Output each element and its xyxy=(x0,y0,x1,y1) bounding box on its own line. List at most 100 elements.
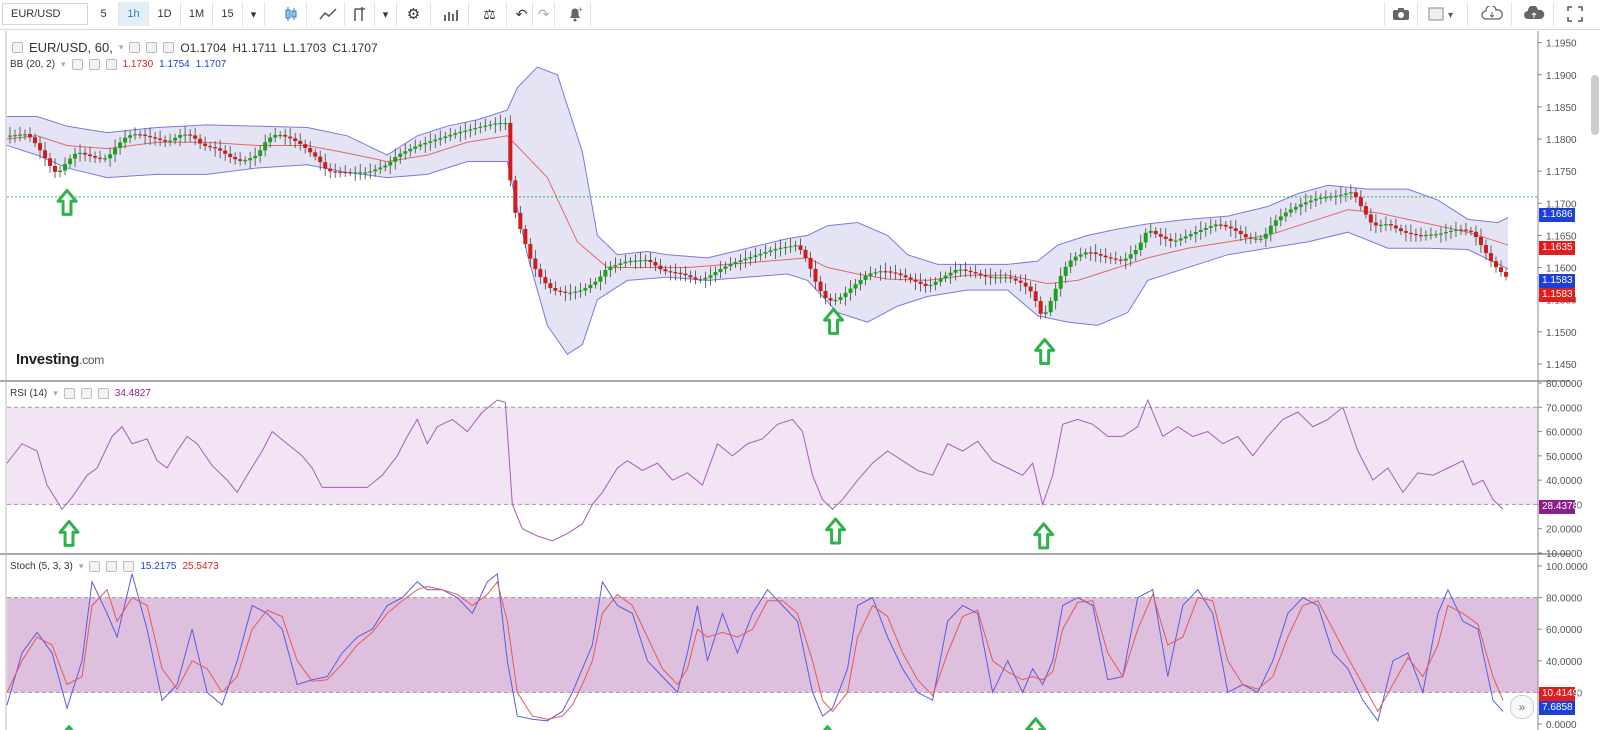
candle-down xyxy=(1393,225,1398,229)
candle-down xyxy=(1243,234,1248,238)
candle-down xyxy=(1108,257,1113,259)
candle-down xyxy=(238,159,243,161)
dropdown-arrow-icon[interactable]: ▾ xyxy=(375,2,397,26)
stoch-settings-icon[interactable] xyxy=(106,561,118,572)
bb-settings-icon[interactable] xyxy=(88,59,100,70)
candle-up xyxy=(173,137,178,141)
candles-icon[interactable] xyxy=(275,2,307,26)
interval-dropdown-icon[interactable]: ▾ xyxy=(243,2,265,26)
stoch-close-icon[interactable] xyxy=(123,561,135,572)
stoch-dropdown-icon[interactable]: ▾ xyxy=(78,561,84,571)
interval-15[interactable]: 15 xyxy=(213,2,243,26)
stoch-d-value: 25.5473 xyxy=(182,561,219,572)
cloud-download-icon[interactable] xyxy=(1472,2,1512,26)
interval-1h[interactable]: 1h xyxy=(119,2,149,26)
candle-down xyxy=(1038,300,1043,314)
candle-up xyxy=(1288,209,1293,213)
rsi-close-icon[interactable] xyxy=(97,388,109,399)
candle-up xyxy=(423,142,428,145)
bb-close-icon[interactable] xyxy=(105,59,117,70)
rsi-axis-label: 20.0000 xyxy=(1546,525,1583,536)
rsi-settings-icon[interactable] xyxy=(80,388,92,399)
candle-down xyxy=(1093,252,1098,255)
color-square-icon[interactable]: ▾ xyxy=(1418,2,1468,26)
settings-gear-icon[interactable]: ⚙ xyxy=(397,2,431,26)
candle-up xyxy=(578,290,583,292)
legend-close-icon[interactable] xyxy=(163,42,175,53)
candle-up xyxy=(63,164,68,171)
candle-down xyxy=(1163,236,1168,239)
candle-up xyxy=(1143,232,1148,243)
bar-studies-icon[interactable] xyxy=(435,2,469,26)
interval-1d[interactable]: 1D xyxy=(149,2,181,26)
undo-icon[interactable]: ↶ xyxy=(511,2,533,26)
rsi-eye-icon[interactable] xyxy=(63,388,75,399)
symbol-input[interactable]: EUR/USD xyxy=(2,3,88,25)
candle-up xyxy=(833,299,838,302)
candle-up xyxy=(1078,254,1083,257)
interval-1m[interactable]: 1M xyxy=(181,2,213,26)
price-axis-label: 1.1500 xyxy=(1546,328,1577,339)
candle-down xyxy=(918,281,923,284)
candle-down xyxy=(548,283,553,289)
line-chart-icon[interactable] xyxy=(311,2,345,26)
candle-up xyxy=(278,134,283,137)
candle-down xyxy=(528,244,533,259)
candle-up xyxy=(118,142,123,149)
buy-signal-arrow-icon xyxy=(823,307,845,335)
redo-icon[interactable]: ↷ xyxy=(533,2,555,26)
collapse-square-icon[interactable] xyxy=(12,42,23,53)
indicators-icon[interactable] xyxy=(345,2,375,26)
bb-dropdown-icon[interactable]: ▾ xyxy=(61,59,66,69)
candle-down xyxy=(1413,233,1418,236)
buy-signal-arrow-icon xyxy=(1033,522,1055,550)
candle-up xyxy=(1273,220,1278,226)
candle-down xyxy=(283,134,288,137)
rsi-label: RSI (14) xyxy=(10,388,48,399)
candle-up xyxy=(1133,249,1138,255)
cloud-upload-icon[interactable] xyxy=(1514,2,1554,26)
candle-down xyxy=(223,150,228,154)
camera-icon[interactable] xyxy=(1384,2,1418,26)
candle-up xyxy=(13,135,18,137)
candle-down xyxy=(1473,231,1478,238)
rsi-dropdown-icon[interactable]: ▾ xyxy=(53,388,58,398)
candle-down xyxy=(313,152,318,157)
alert-bell-icon[interactable]: + xyxy=(559,2,591,26)
candle-up xyxy=(1328,196,1333,198)
candle-up xyxy=(1063,266,1068,276)
price-tag-bb-lower: 1.1583 xyxy=(1539,274,1575,288)
scale-icon[interactable]: ⚖ xyxy=(473,2,507,26)
candle-down xyxy=(148,135,153,138)
candle-up xyxy=(123,137,128,143)
price-pane[interactable] xyxy=(6,66,1538,366)
bb-eye-icon[interactable] xyxy=(71,59,83,70)
candle-down xyxy=(1113,258,1118,260)
interval-5[interactable]: 5 xyxy=(89,2,119,26)
legend-settings-icon[interactable] xyxy=(146,42,158,53)
rsi-pane[interactable] xyxy=(6,398,1538,550)
fullscreen-icon[interactable] xyxy=(1558,2,1592,26)
stoch-pane[interactable] xyxy=(6,572,1538,730)
candle-down xyxy=(1463,229,1468,231)
right-scrollbar[interactable] xyxy=(1591,75,1599,135)
candle-down xyxy=(1358,197,1363,207)
candle-down xyxy=(543,277,548,284)
candle-up xyxy=(1318,197,1323,199)
candle-down xyxy=(983,275,988,277)
candle-up xyxy=(178,135,183,138)
candle-down xyxy=(293,138,298,141)
legend-dropdown-icon[interactable]: ▾ xyxy=(118,42,124,52)
scroll-right-button[interactable]: » xyxy=(1510,695,1534,719)
eye-icon[interactable] xyxy=(129,42,141,53)
candle-up xyxy=(1183,236,1188,239)
stoch-eye-icon[interactable] xyxy=(89,561,101,572)
candle-up xyxy=(403,151,408,154)
candle-down xyxy=(828,298,833,301)
candle-down xyxy=(98,157,103,159)
candle-up xyxy=(843,292,848,298)
candle-up xyxy=(638,260,643,262)
candle-down xyxy=(888,271,893,273)
candle-up xyxy=(838,297,843,300)
